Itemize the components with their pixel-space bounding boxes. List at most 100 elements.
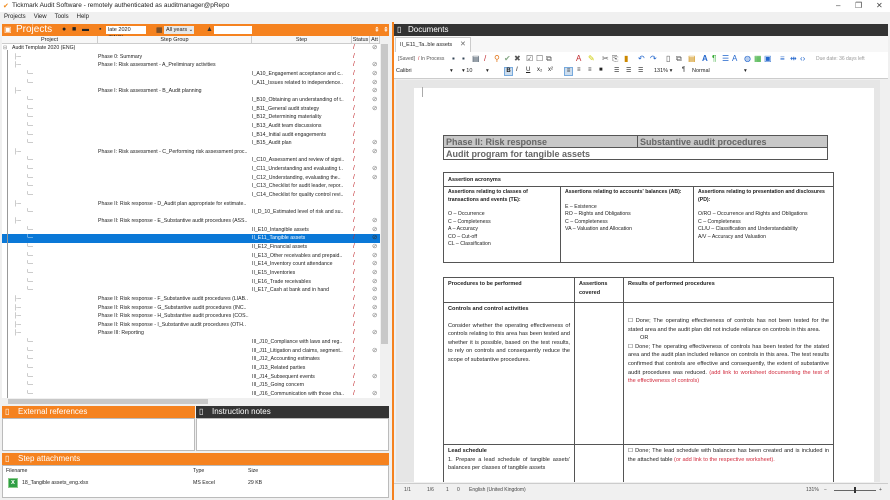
bullets-button[interactable]: ☰	[614, 68, 620, 74]
paperclip-icon[interactable]: ⊘	[372, 87, 378, 95]
status-in-process-icon[interactable]: /	[353, 242, 355, 250]
find-icon[interactable]: ⚲	[494, 54, 500, 63]
tree-row[interactable]: III_J12_Accounting estimates └─ /	[2, 355, 380, 364]
tree-row[interactable]: III_J13_Related parties └─ /	[2, 364, 380, 373]
menu-tools[interactable]: Tools	[54, 14, 69, 20]
check-icon[interactable]: ✔	[504, 54, 511, 63]
status-in-process-icon[interactable]: /	[353, 165, 355, 173]
hyperlink-icon[interactable]: ◍	[744, 54, 751, 63]
status-in-process-icon[interactable]: /	[353, 390, 355, 397]
lead-assertions-cell[interactable]	[574, 444, 624, 482]
external-references-body[interactable]	[2, 418, 195, 451]
tree-row[interactable]: II_E17_Cash at bank and in hand └─ / ⊘	[2, 286, 380, 295]
status-in-process-icon[interactable]: /	[353, 69, 355, 77]
paperclip-icon[interactable]: ⊘	[372, 251, 378, 259]
status-in-process-icon[interactable]: /	[353, 147, 355, 155]
status-in-process-icon[interactable]: /	[353, 346, 355, 354]
tree-row[interactable]: Phase II: Risk response - E_Substantive …	[2, 217, 380, 226]
attachment-row[interactable]: x 18_Tangible assets_eng.xlsx MS Excel 2…	[3, 476, 388, 490]
menu-icon[interactable]: ▬	[82, 26, 89, 33]
document-vertical-scrollbar[interactable]	[880, 80, 888, 482]
instruction-notes-body[interactable]	[196, 418, 389, 451]
paperclip-icon[interactable]: ⊘	[372, 78, 378, 86]
column-step[interactable]: Step	[252, 36, 352, 44]
tree-row[interactable]: I_A10_Engagement acceptance and c.. └─ / ⊘	[2, 70, 380, 79]
tree-vertical-scroll-thumb[interactable]	[381, 44, 388, 344]
status-in-process-icon[interactable]: /	[353, 251, 355, 259]
style-select[interactable]: Normal ▾	[692, 68, 747, 74]
status-in-process-icon[interactable]: /	[353, 52, 355, 60]
table-icon[interactable]: ▦	[754, 54, 762, 63]
close-tab-icon[interactable]: ✕	[460, 41, 466, 48]
project-tree[interactable]: Audit Template 2020 (ENG) ⊟ / ⊘ Phase 0: Sum…	[2, 44, 380, 398]
paperclip-icon[interactable]: ⊘	[372, 61, 378, 69]
document-tab[interactable]: II_E11_Ta..ble assets ✕	[395, 37, 471, 52]
status-in-process-icon[interactable]: /	[353, 225, 355, 233]
tree-row[interactable]: Phase II: Risk response - H_Substantive …	[2, 312, 380, 321]
user-filter-input[interactable]	[214, 26, 252, 34]
delete-icon[interactable]: ✖	[514, 54, 521, 63]
tree-row[interactable]: Phase II: Risk response - D_Audit plan a…	[2, 200, 380, 209]
document-viewport[interactable]: Phase II: Risk response Substantive audi…	[396, 80, 880, 482]
edit-icon[interactable]: /	[484, 54, 487, 63]
underline-button[interactable]: U	[526, 67, 531, 73]
status-in-process-icon[interactable]: /	[353, 234, 355, 242]
tree-row[interactable]: I_C12_Understanding, evaluating the.. └─ /…	[2, 174, 380, 183]
status-in-process-icon[interactable]: /	[353, 268, 355, 276]
bold-button[interactable]: B	[504, 67, 513, 76]
tree-row[interactable]: I_B14_Initial audit engagements └─ /	[2, 131, 380, 140]
lock-icon[interactable]: ■	[72, 26, 77, 33]
paperclip-icon[interactable]: ⊘	[372, 147, 378, 155]
tree-row[interactable]: III_J16_Communication with those cha.. └─…	[2, 390, 380, 398]
paperclip-icon[interactable]: ⊘	[372, 217, 378, 224]
clipboard-icon[interactable]: ▤	[688, 54, 696, 63]
image-icon[interactable]: ▣	[764, 54, 772, 63]
paperclip-icon[interactable]: ⊘	[372, 234, 378, 242]
paperclip-icon[interactable]: ⊘	[372, 390, 378, 397]
tree-row[interactable]: II_E11_Tangible assets └─ / ⊘	[2, 234, 380, 243]
menu-help[interactable]: Help	[76, 14, 89, 20]
align-center-button[interactable]: ≡	[577, 67, 581, 73]
status-in-process-icon[interactable]: /	[353, 191, 355, 199]
paperclip-icon[interactable]: ⊘	[372, 165, 378, 173]
paperclip-icon[interactable]: ⊘	[372, 260, 378, 268]
filter-icon[interactable]: ⇞	[374, 27, 380, 34]
tree-row[interactable]: II_E10_Intangible assets └─ / ⊘	[2, 226, 380, 235]
year-select[interactable]: All years ⌄	[164, 26, 194, 34]
column-status[interactable]: Status	[352, 36, 370, 44]
checkbox-checked-icon[interactable]: ☑	[526, 54, 534, 63]
tree-row[interactable]: Phase II: Risk response - I_Substantive …	[2, 321, 380, 330]
status-in-process-icon[interactable]: /	[353, 121, 355, 129]
zoom-out-button[interactable]: −	[824, 487, 827, 493]
save-icon[interactable]: ▪	[452, 54, 455, 63]
collapse-icon[interactable]: ⊟	[3, 45, 8, 51]
status-in-process-icon[interactable]: /	[353, 156, 355, 164]
minimize-button[interactable]: –	[836, 1, 841, 10]
status-in-process-icon[interactable]: /	[353, 312, 355, 320]
status-in-process-icon[interactable]: /	[353, 87, 355, 95]
restore-button[interactable]: ❐	[855, 1, 863, 10]
paperclip-icon[interactable]: ⊘	[372, 268, 378, 276]
columns-icon[interactable]: ⇹	[790, 54, 797, 63]
status-in-process-icon[interactable]: /	[353, 182, 355, 190]
status-in-process-icon[interactable]: /	[353, 364, 355, 372]
spellcheck-icon[interactable]: A	[732, 54, 738, 63]
tree-row[interactable]: Phase III: Reporting ├─ / ⊘	[2, 329, 380, 338]
code-icon[interactable]: ‹›	[800, 54, 806, 63]
tree-row[interactable]: Phase I: Risk assessment - A_Preliminary…	[2, 61, 380, 70]
paperclip-icon[interactable]: ⊘	[372, 312, 378, 320]
tree-row[interactable]: I_B13_Audit team discussions └─ /	[2, 122, 380, 131]
align-right-button[interactable]: ≡	[588, 67, 592, 73]
column-attachments[interactable]: Att	[370, 36, 380, 44]
controls-assertions-cell[interactable]	[574, 302, 624, 445]
tree-row[interactable]: I_C11_Understanding and evaluating t.. └─…	[2, 165, 380, 174]
indent-button[interactable]: ☰	[638, 68, 644, 74]
align-left-button[interactable]: ≡	[564, 67, 573, 76]
status-in-process-icon[interactable]: /	[353, 95, 355, 103]
paperclip-icon[interactable]: ⊘	[372, 95, 378, 103]
tree-row[interactable]: II_E16_Trade receivables └─ / ⊘	[2, 278, 380, 287]
paragraph-icon[interactable]: ¶	[712, 54, 717, 63]
superscript-button[interactable]: x²	[548, 67, 553, 73]
column-project[interactable]: Project	[2, 36, 98, 44]
status-in-process-icon[interactable]: /	[353, 139, 355, 147]
